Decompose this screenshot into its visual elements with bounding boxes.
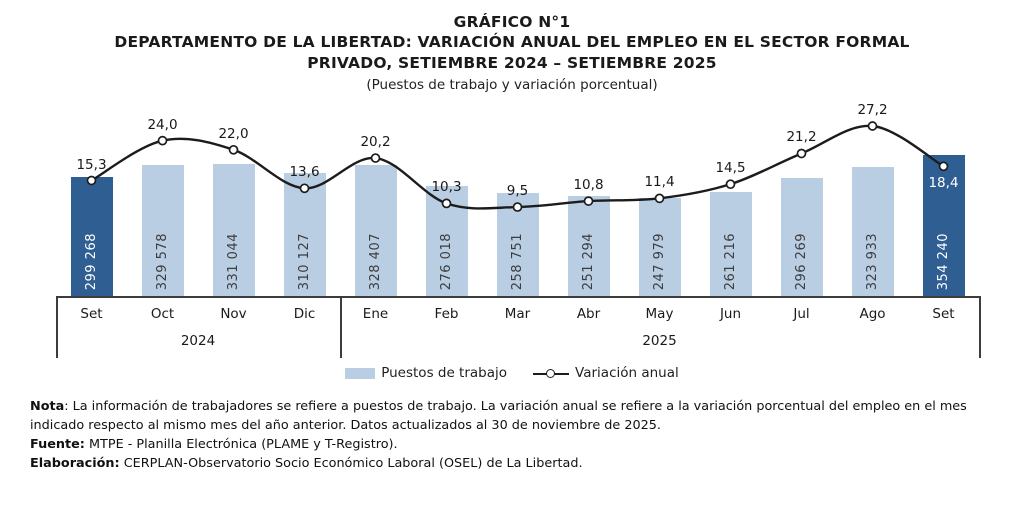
bar-value-label: 258 751 <box>510 232 525 290</box>
x-axis-label: May <box>645 306 674 322</box>
bar: 276 018 <box>425 186 468 297</box>
bar: 328 407 <box>354 165 397 297</box>
axis-separator-line <box>340 296 342 358</box>
chart-number: GRÁFICO N°1 <box>453 13 571 31</box>
x-axis-label: Set <box>80 306 103 322</box>
bar: 329 578 <box>141 164 184 297</box>
legend-line-label: Variación anual <box>575 365 679 381</box>
chart-subtitle: (Puestos de trabajo y variación porcentu… <box>366 77 658 93</box>
line-value-label: 10,3 <box>431 179 462 196</box>
bar: 310 127 <box>283 172 326 297</box>
x-axis-label: Abr <box>576 306 601 322</box>
chart-header: GRÁFICO N°1 DEPARTAMENTO DE LA LIBERTAD:… <box>0 12 1024 95</box>
bar-value-label: 296 269 <box>794 232 809 290</box>
line-marker <box>228 144 239 155</box>
line-marker <box>725 179 736 190</box>
bar: 296 269 <box>780 178 823 297</box>
line-marker <box>796 148 807 159</box>
x-axis-label: Ago <box>859 306 886 322</box>
bar-value-label: 354 240 <box>936 232 951 290</box>
legend-item-bars: Puestos de trabajo <box>345 365 507 381</box>
bar-value-label: 247 979 <box>652 232 667 290</box>
line-value-label: 15,3 <box>76 156 107 173</box>
elaboration-text: Elaboración: CERPLAN-Observatorio Socio … <box>30 456 583 471</box>
line-value-label: 21,2 <box>786 129 817 146</box>
bar-value-label: 328 407 <box>368 232 383 290</box>
line-marker <box>867 121 878 131</box>
line-marker-icon <box>533 368 570 379</box>
chart-title-line-2: PRIVADO, SETIEMBRE 2024 – SETIEMBRE 2025 <box>307 54 717 72</box>
bar-swatch-icon <box>345 367 376 379</box>
bar: 331 044 <box>212 164 255 297</box>
year-label: 2025 <box>642 333 677 349</box>
x-axis-label: Jun <box>719 306 742 322</box>
line-value-label: 13,6 <box>289 164 320 181</box>
legend-bar-label: Puestos de trabajo <box>381 365 508 381</box>
chart-legend: Puestos de trabajo Variación anual <box>0 365 1024 381</box>
note-text: Nota: La información de trabajadores se … <box>30 399 967 433</box>
line-value-label: 18,4 <box>928 175 959 192</box>
x-axis-label: Mar <box>504 306 531 322</box>
bar: 299 268 <box>70 177 113 297</box>
x-axis-label: Jul <box>793 306 810 322</box>
bar-value-label: 331 044 <box>226 232 241 290</box>
year-label: 2024 <box>180 333 216 349</box>
line-marker <box>157 135 168 146</box>
x-axis-label: Ene <box>362 306 389 322</box>
bar-value-label: 299 268 <box>84 232 99 290</box>
bar-value-label: 323 933 <box>865 232 880 290</box>
x-axis-label: Nov <box>220 306 247 322</box>
line-value-label: 27,2 <box>857 102 888 118</box>
bar-value-label: 261 216 <box>723 232 738 290</box>
x-axis-label: Dic <box>293 306 316 322</box>
bar-value-label: 251 294 <box>581 232 596 290</box>
line-value-label: 20,2 <box>360 134 391 151</box>
axis-separator-line <box>56 296 58 358</box>
x-axis-line <box>56 296 979 299</box>
chart-title-line-1: DEPARTAMENTO DE LA LIBERTAD: VARIACIÓN A… <box>114 33 910 51</box>
axis-separator-line <box>979 296 981 358</box>
bar-value-label: 329 578 <box>155 232 170 290</box>
chart-notes: Nota: La información de trabajadores se … <box>30 397 1016 473</box>
line-value-label: 24,0 <box>147 116 178 133</box>
bar: 258 751 <box>496 193 539 297</box>
line-value-label: 22,0 <box>218 125 249 142</box>
line-value-label: 14,5 <box>715 160 746 177</box>
bar: 261 216 <box>709 192 752 297</box>
bar-value-label: 276 018 <box>439 232 454 290</box>
line-marker <box>370 153 381 163</box>
bar: 247 979 <box>638 197 681 297</box>
line-value-label: 11,4 <box>644 174 675 191</box>
bar-value-label: 310 127 <box>297 232 312 290</box>
bar: 251 294 <box>567 196 610 297</box>
source-text: Fuente: MTPE - Planilla Electrónica (PLA… <box>30 437 398 452</box>
legend-item-line: Variación anual <box>533 365 679 381</box>
x-axis-label: Oct <box>150 306 175 322</box>
line-value-label: 10,8 <box>573 177 604 194</box>
line-value-label: 9,5 <box>506 183 529 200</box>
bar: 323 933 <box>851 167 894 297</box>
x-axis-label: Set <box>932 306 955 322</box>
x-axis-label: Feb <box>434 306 459 322</box>
